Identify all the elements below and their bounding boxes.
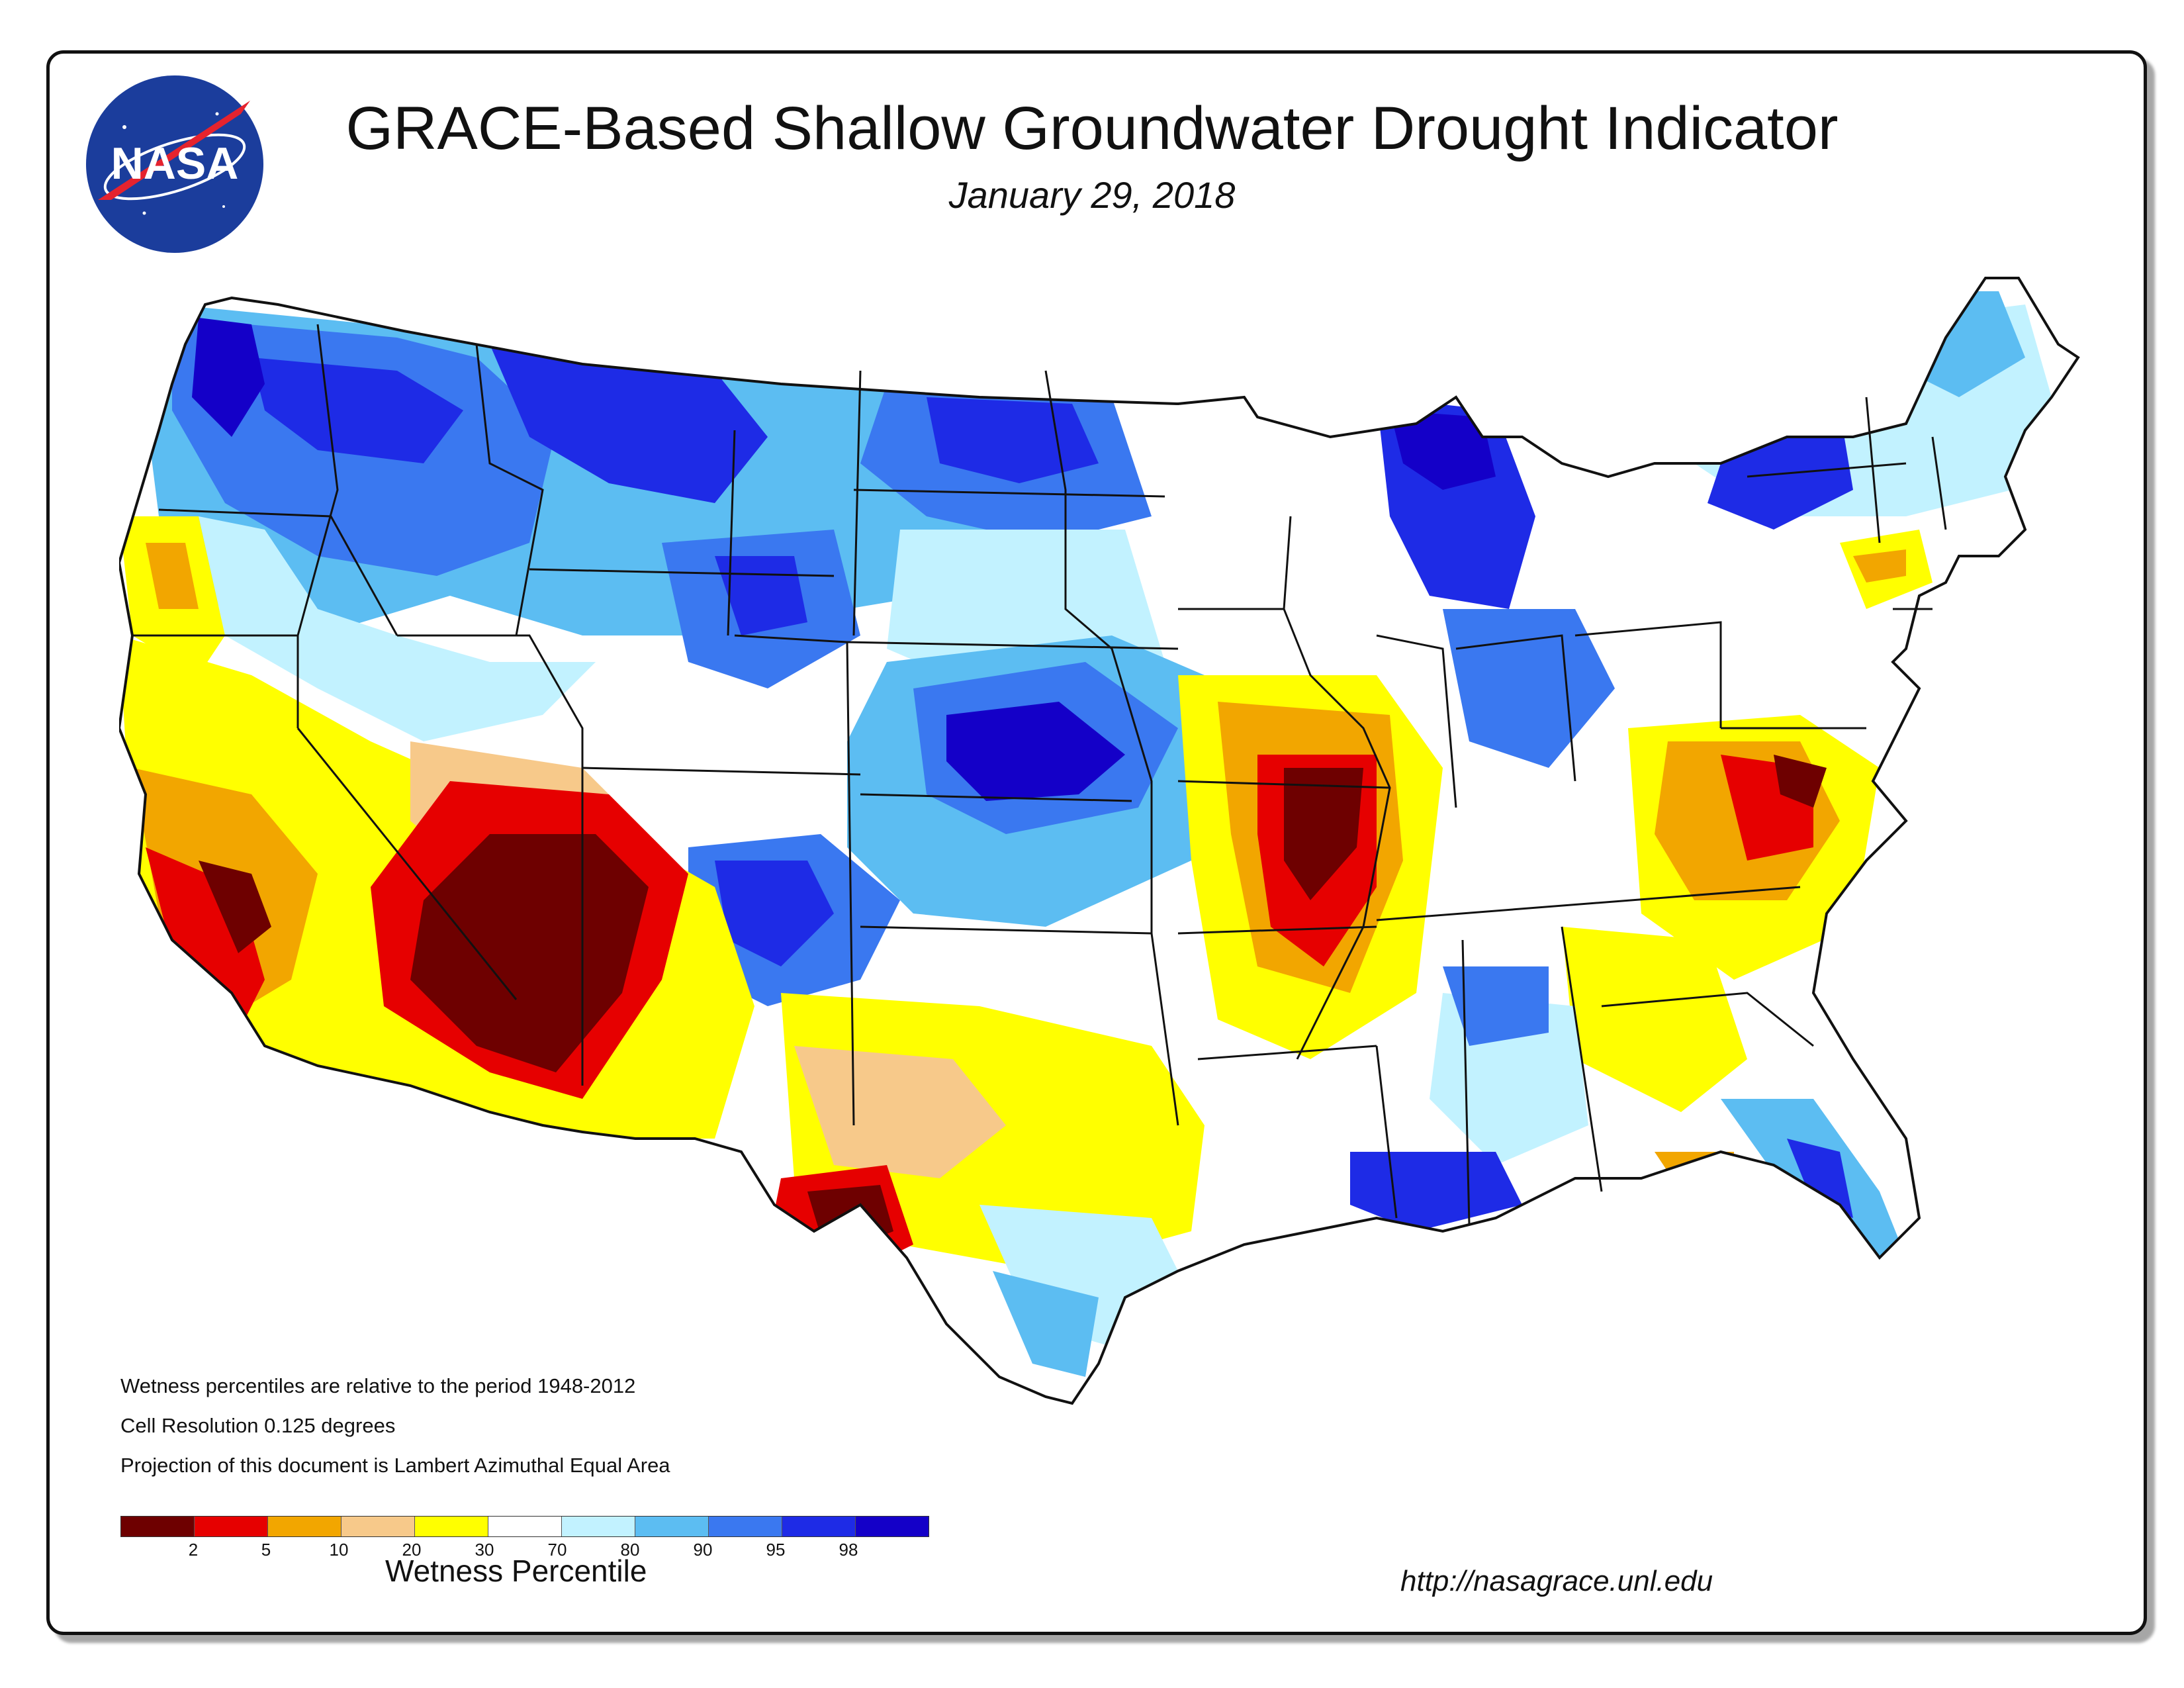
- note-projection: Projection of this document is Lambert A…: [120, 1454, 670, 1477]
- legend-swatch: [856, 1517, 929, 1536]
- source-url[interactable]: http://nasagrace.unl.edu: [1400, 1565, 1713, 1597]
- legend-swatch: [782, 1517, 856, 1536]
- legend-tick-label: 70: [547, 1540, 567, 1560]
- legend-tick-label: 5: [261, 1540, 271, 1560]
- legend-tick-label: 30: [475, 1540, 494, 1560]
- legend-swatch: [268, 1517, 341, 1536]
- legend-swatch: [635, 1517, 709, 1536]
- legend-swatch: [415, 1517, 488, 1536]
- state-borders: [132, 324, 1947, 1225]
- legend-tick-label: 2: [188, 1540, 199, 1560]
- legend-tick-label: 95: [766, 1540, 786, 1560]
- legend-color-bar: [120, 1516, 929, 1537]
- legend-swatch: [195, 1517, 268, 1536]
- legend-swatch: [488, 1517, 562, 1536]
- note-resolution: Cell Resolution 0.125 degrees: [120, 1414, 396, 1437]
- legend-swatch: [341, 1517, 415, 1536]
- legend-tick-label: 98: [839, 1540, 858, 1560]
- legend-swatch: [562, 1517, 635, 1536]
- legend-tick-label: 90: [693, 1540, 713, 1560]
- legend-swatch: [121, 1517, 195, 1536]
- us-outline: [119, 277, 2080, 1405]
- legend-tick-label: 20: [402, 1540, 422, 1560]
- note-period: Wetness percentiles are relative to the …: [120, 1374, 636, 1397]
- legend-title: Wetness Percentile: [385, 1554, 647, 1588]
- map-date: January 29, 2018: [948, 174, 1236, 216]
- legend-tick-label: 80: [620, 1540, 640, 1560]
- us-drought-map: [119, 265, 2131, 1536]
- legend-swatch: [709, 1517, 782, 1536]
- nasa-logo: NASA: [86, 75, 263, 253]
- svg-text:NASA: NASA: [111, 138, 239, 189]
- legend-tick-label: 10: [329, 1540, 349, 1560]
- map-title: GRACE-Based Shallow Groundwater Drought …: [345, 95, 1839, 162]
